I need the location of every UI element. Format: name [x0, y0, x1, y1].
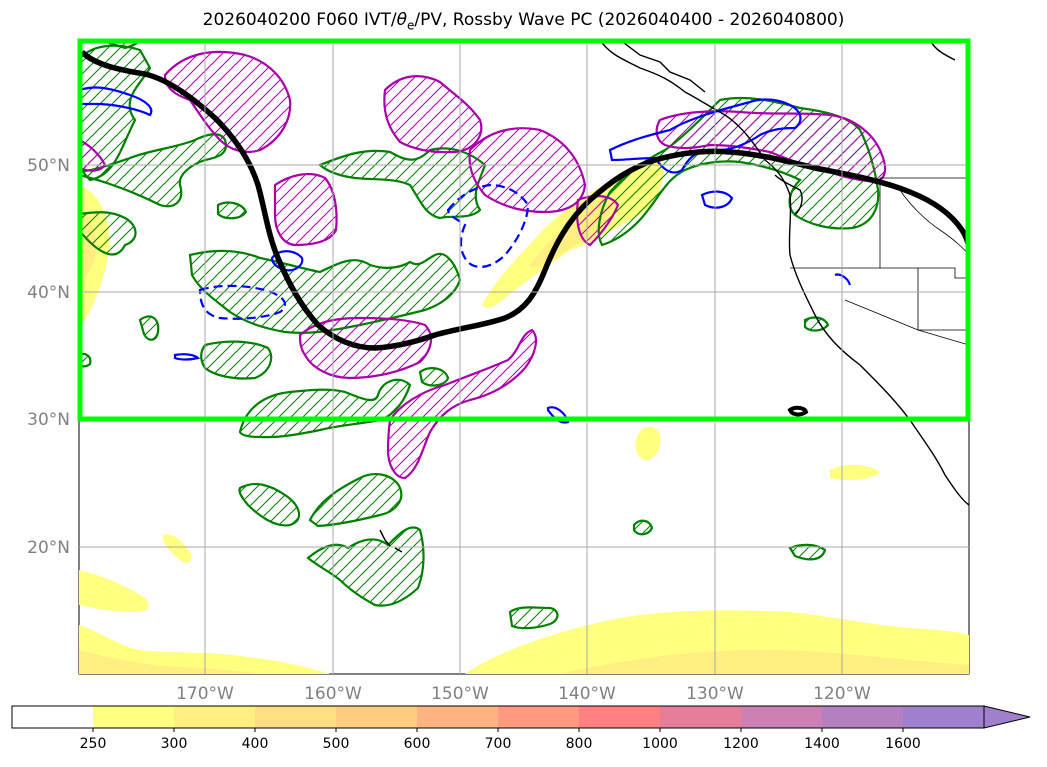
coastline — [379, 40, 969, 553]
colorbar-segment — [903, 706, 984, 728]
theta-contour-s1 — [238, 482, 301, 527]
blue-contour-e2 — [834, 273, 852, 286]
colorbar-tick-label: 300 — [161, 736, 188, 752]
colorbar: 250 300 400 500 600 700 800 1000 1200 1400 1600 — [11, 705, 1031, 752]
pv-contour-n1 — [383, 75, 483, 154]
theta-contour-c1 — [317, 147, 487, 220]
colorbar-segment — [498, 706, 579, 728]
theta-contour-s6 — [788, 543, 827, 561]
border-wa-or — [790, 267, 969, 279]
map-plot-area — [77, 38, 971, 675]
lon-label-120w: 120°W — [813, 684, 871, 704]
pv-contour-w2 — [273, 172, 338, 247]
lat-label-30n: 30°N — [27, 410, 70, 430]
colorbar-tick-label: 1200 — [723, 736, 759, 752]
title-suffix: /PV, Rossby Wave PC (2026040400 - 202604… — [414, 10, 845, 30]
lat-label-50n: 50°N — [27, 156, 70, 176]
colorbar-tick-label: 1400 — [804, 736, 840, 752]
rossby-wave-axis — [80, 49, 969, 351]
colorbar-segment — [822, 706, 903, 728]
colorbar-segment — [660, 706, 741, 728]
theta-contour-e1 — [803, 316, 830, 332]
lon-label-130w: 130°W — [686, 684, 744, 704]
ivt-blob-south-west — [79, 625, 330, 674]
ivt-blob-sw — [79, 570, 149, 612]
colorbar-segment — [417, 706, 498, 728]
title-prefix: 2026040200 F060 IVT/ — [202, 10, 397, 30]
blue-contour-w — [270, 250, 304, 272]
lon-label-170w: 170°W — [176, 684, 234, 704]
lon-label-150w: 150°W — [431, 684, 489, 704]
colorbar-extend-arrow — [983, 705, 1031, 729]
colorbar-segment — [336, 706, 417, 728]
theta-contour-c3 — [200, 340, 273, 380]
lon-label-160w: 160°W — [304, 684, 362, 704]
lat-label-40n: 40°N — [27, 283, 70, 303]
blue-contours — [79, 86, 852, 424]
colorbar-segment — [12, 706, 93, 728]
colorbar-tick-label: 1000 — [642, 736, 678, 752]
lat-axis-labels: 50°N 40°N 30°N 20°N — [27, 156, 70, 558]
colorbar-tick-label: 800 — [566, 736, 593, 752]
blue-dashed-contours — [198, 183, 530, 320]
colorbar-tick-label: 250 — [80, 736, 107, 752]
ivt-blob-south-west-core — [79, 650, 260, 674]
colorbar-segment — [255, 706, 336, 728]
theta-contour-s4 — [508, 606, 559, 630]
title-theta: θ — [396, 10, 407, 30]
border-ab — [899, 189, 969, 256]
colorbar-segment — [741, 706, 822, 728]
theta-contour-s5 — [632, 519, 654, 536]
lon-axis-labels: 170°W 160°W 150°W 140°W 130°W 120°W — [176, 684, 871, 704]
colorbar-tick-label: 500 — [323, 736, 350, 752]
coastline-baja-feature — [787, 405, 809, 417]
blue-contour-ne — [608, 98, 802, 174]
pv-contour-c1 — [468, 127, 587, 214]
coastline-islands-ak — [619, 40, 706, 93]
border-ca-nv — [844, 299, 969, 346]
colorbar-tick-label: 1600 — [885, 736, 921, 752]
pv-contour-c3 — [386, 328, 538, 480]
theta-contour-c4 — [238, 378, 412, 439]
blue-dashed-w — [198, 284, 287, 320]
ivt-blob-small-1 — [635, 426, 661, 460]
theta-contour-w4 — [216, 201, 248, 220]
theta-contour-w2 — [79, 211, 137, 256]
blue-contour-small-1 — [173, 353, 201, 361]
ivt-blob-small-3 — [162, 534, 192, 563]
rossby-wave-box — [77, 38, 971, 422]
colorbar-segment — [579, 706, 660, 728]
theta-contour-c5 — [418, 367, 450, 387]
blue-contour-e1 — [700, 190, 734, 209]
coastline-bc-islands — [774, 174, 803, 216]
coastline-main — [599, 40, 969, 506]
blue-contour-nw — [79, 86, 153, 117]
political-borders — [790, 177, 969, 346]
coastline-hawaii — [379, 529, 403, 553]
colorbar-tick-label: 600 — [404, 736, 431, 752]
title-theta-subscript: e — [407, 18, 415, 33]
colorbar-tick-label: 700 — [485, 736, 512, 752]
blue-contour-small-2 — [546, 406, 570, 424]
lat-label-20n: 20°N — [27, 538, 70, 558]
colorbar-segment — [174, 706, 255, 728]
map-title: 2026040200 F060 IVT/θe/PV, Rossby Wave P… — [0, 10, 1047, 32]
blue-dashed-c — [446, 183, 530, 269]
theta-contour-w3 — [138, 315, 160, 341]
lon-label-140w: 140°W — [558, 684, 616, 704]
colorbar-tick-label: 400 — [242, 736, 269, 752]
theta-contour-w1 — [79, 133, 228, 208]
colorbar-segment — [93, 706, 174, 728]
ivt-blob-south-east-core — [560, 649, 969, 674]
